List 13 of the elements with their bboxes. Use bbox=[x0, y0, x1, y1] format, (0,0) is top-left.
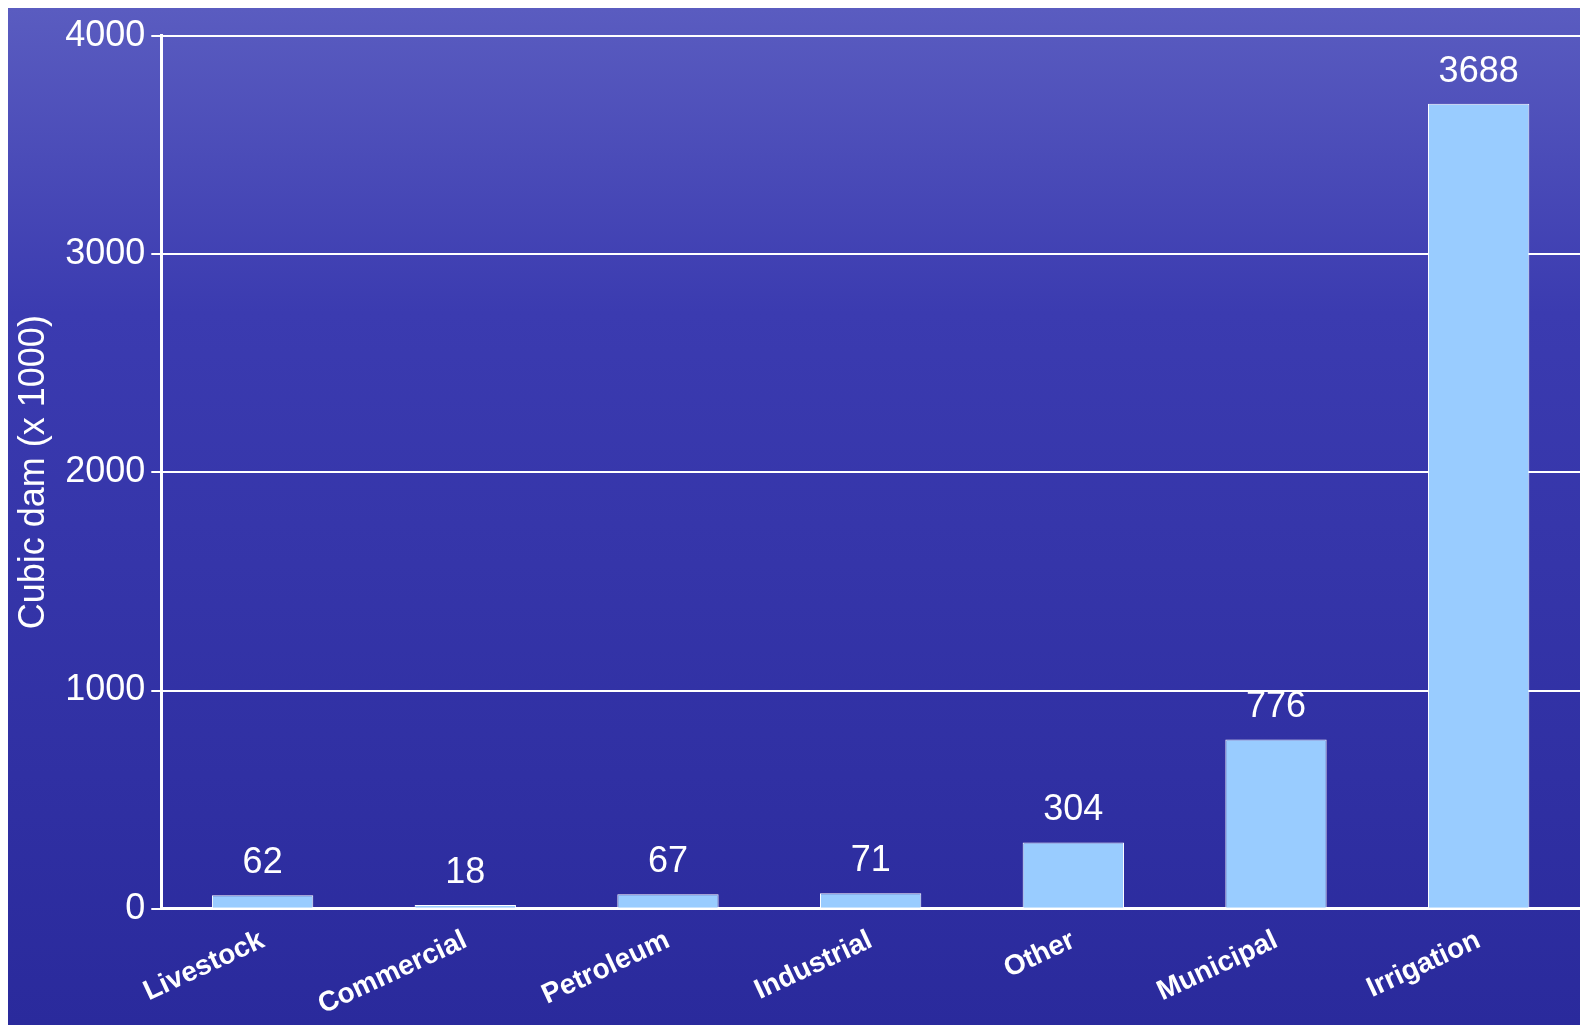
y-tick-label: 2000 bbox=[65, 449, 146, 491]
data-label: 18 bbox=[445, 849, 486, 891]
y-tick-label: 3000 bbox=[65, 230, 146, 272]
data-label: 71 bbox=[850, 838, 891, 880]
x-tick-label: Other bbox=[998, 923, 1080, 984]
data-label: 62 bbox=[242, 840, 283, 882]
data-label: 67 bbox=[647, 839, 688, 881]
data-label: 304 bbox=[1043, 787, 1104, 829]
y-axis-title: Cubic dam (x 1000) bbox=[10, 315, 52, 630]
y-tick-label: 0 bbox=[125, 885, 146, 927]
y-tick-label: 1000 bbox=[65, 667, 146, 709]
y-tick-label: 4000 bbox=[65, 12, 146, 54]
data-label: 3688 bbox=[1438, 48, 1519, 90]
